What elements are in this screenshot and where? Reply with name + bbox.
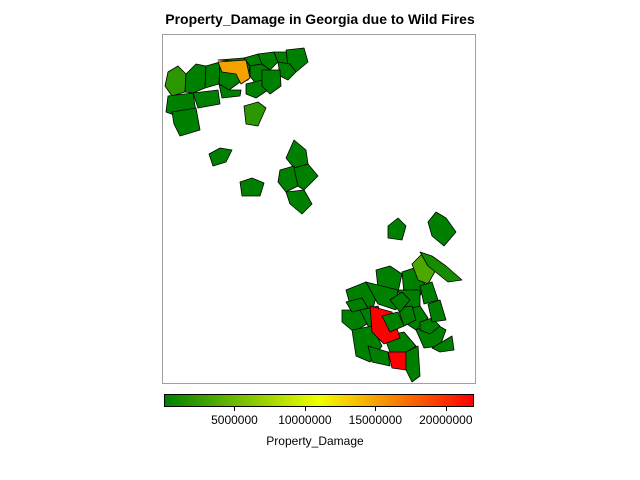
county-region bbox=[365, 281, 399, 311]
county-region bbox=[277, 165, 299, 193]
county-region bbox=[239, 177, 265, 197]
county-region bbox=[419, 281, 439, 305]
county-region bbox=[285, 189, 313, 215]
county-region bbox=[419, 317, 441, 335]
county-region bbox=[218, 83, 242, 99]
legend-tick-mark bbox=[304, 407, 306, 411]
county-region bbox=[204, 61, 221, 89]
county-region bbox=[427, 211, 457, 247]
county-region bbox=[367, 345, 391, 367]
legend-tick-label: 10000000 bbox=[278, 413, 332, 427]
county-region bbox=[208, 147, 233, 167]
county-region bbox=[419, 251, 463, 283]
county-region bbox=[389, 291, 411, 313]
legend-tick-label: 15000000 bbox=[348, 413, 403, 427]
chart-title: Property_Damage in Georgia due to Wild F… bbox=[165, 11, 475, 27]
county-region bbox=[171, 107, 201, 137]
county-region bbox=[405, 345, 421, 383]
county-region bbox=[285, 139, 309, 169]
legend-tick-mark bbox=[445, 407, 447, 411]
county-region bbox=[427, 299, 447, 323]
legend-tick-label: 5000000 bbox=[211, 413, 258, 427]
legend-tick-mark bbox=[375, 407, 377, 411]
county-region bbox=[257, 51, 279, 71]
county-region bbox=[431, 335, 455, 353]
county-region bbox=[184, 63, 207, 94]
county-region bbox=[164, 65, 187, 97]
county-region bbox=[217, 59, 251, 85]
county-region bbox=[261, 69, 282, 95]
color-legend-bar bbox=[164, 394, 474, 407]
county-region bbox=[387, 217, 407, 241]
county-region bbox=[192, 89, 221, 109]
county-region bbox=[397, 305, 417, 327]
county-region bbox=[381, 311, 405, 333]
county-region bbox=[345, 297, 369, 313]
legend-tick-mark bbox=[234, 407, 236, 411]
legend-title: Property_Damage bbox=[266, 434, 364, 448]
county-region bbox=[387, 351, 409, 371]
legend-tick-label: 20000000 bbox=[419, 413, 473, 427]
county-region bbox=[243, 101, 267, 127]
county-region bbox=[293, 163, 319, 191]
